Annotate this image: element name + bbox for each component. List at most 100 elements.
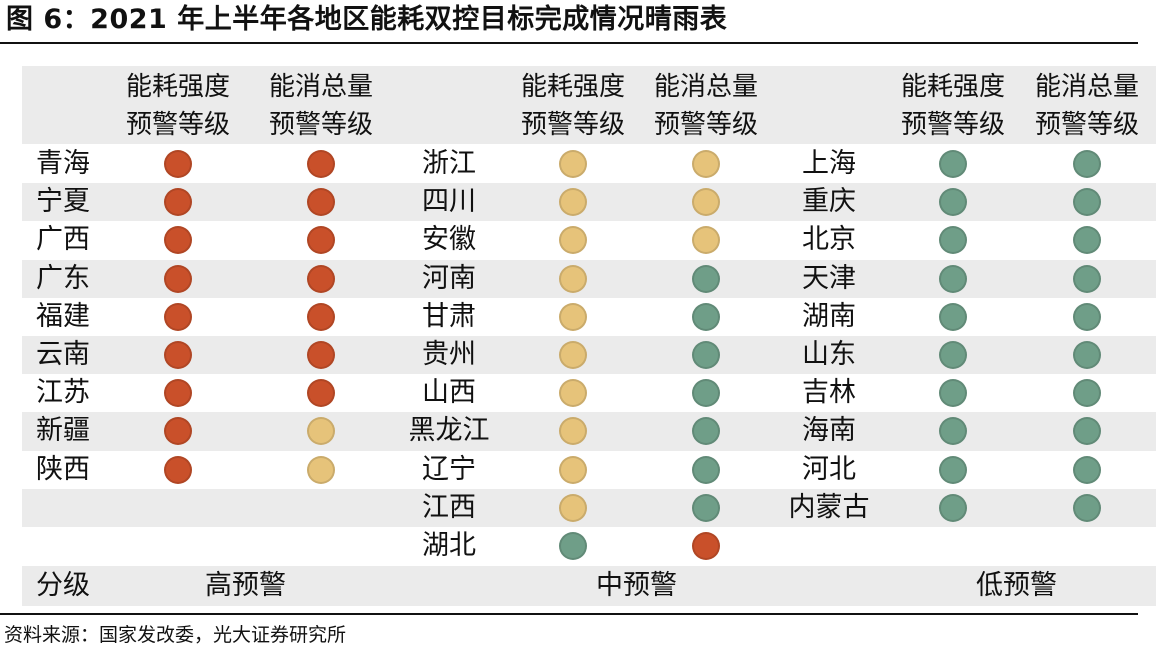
row-band	[22, 183, 1156, 222]
province-name: 安徽	[422, 224, 476, 256]
warning-dot-total	[307, 226, 335, 255]
province-name: 甘肃	[422, 300, 476, 332]
warning-dot-total	[692, 302, 720, 331]
warning-dot-intensity	[164, 264, 192, 293]
warning-dot-intensity	[164, 455, 192, 484]
warning-dot-intensity	[559, 493, 587, 522]
column-header-total: 预警等级	[653, 110, 758, 140]
warning-dot-total	[692, 455, 720, 484]
warning-dot-intensity	[559, 379, 587, 408]
warning-dot-intensity	[559, 341, 587, 369]
warning-dot-intensity	[939, 493, 967, 522]
province-name: 贵州	[422, 339, 476, 370]
column-header-total: 能消总量	[1034, 72, 1139, 102]
warning-dot-total	[307, 150, 335, 178]
column-header-total: 预警等级	[1034, 110, 1139, 140]
column-header-intensity: 预警等级	[125, 110, 230, 140]
warning-dot-intensity	[939, 302, 967, 331]
province-name: 福建	[36, 300, 90, 332]
header-band	[22, 66, 1156, 144]
province-name: 湖南	[802, 300, 856, 332]
warning-dot-intensity	[164, 150, 192, 178]
grade-label: 分级	[36, 570, 90, 601]
warning-dot-intensity	[559, 226, 587, 255]
warning-dot-total	[307, 188, 335, 217]
province-name: 江苏	[36, 377, 90, 409]
province-name: 浙江	[422, 148, 476, 179]
warning-dot-intensity	[939, 379, 967, 408]
warning-dot-total	[692, 532, 720, 560]
row-band	[22, 488, 1156, 527]
province-name: 山东	[802, 339, 856, 370]
warning-dot-intensity	[939, 455, 967, 484]
warning-dot-total	[692, 264, 720, 293]
warning-dot-total	[1073, 455, 1101, 484]
medium-warning-label: 中预警	[596, 570, 677, 601]
warning-dot-intensity	[164, 417, 192, 446]
province-name: 广西	[36, 224, 90, 256]
province-name: 黑龙江	[408, 415, 490, 447]
province-name: 湖北	[422, 530, 476, 561]
province-name: 上海	[802, 148, 856, 179]
column-header-total: 能消总量	[268, 72, 373, 102]
warning-dot-intensity	[164, 302, 192, 331]
warning-dot-intensity	[559, 417, 587, 446]
province-name: 新疆	[36, 415, 90, 447]
warning-dot-intensity	[939, 341, 967, 369]
warning-dot-intensity	[559, 150, 587, 178]
warning-dot-total	[692, 341, 720, 369]
warning-dot-intensity	[164, 379, 192, 408]
warning-dot-intensity	[939, 417, 967, 446]
high-warning-label: 高预警	[205, 570, 286, 601]
province-name: 陕西	[36, 453, 90, 485]
bottom-rule	[0, 613, 1138, 615]
top-rule	[0, 42, 1138, 44]
warning-dot-intensity	[939, 264, 967, 293]
source-note: 资料来源：国家发改委，光大证券研究所	[4, 624, 347, 646]
warning-dot-total	[307, 417, 335, 446]
province-name: 山西	[422, 377, 476, 409]
low-warning-label: 低预警	[976, 570, 1057, 601]
column-header-intensity: 能耗强度	[125, 72, 230, 102]
warning-dot-intensity	[164, 226, 192, 255]
row-band	[22, 412, 1156, 451]
province-name: 四川	[422, 186, 476, 218]
footer-band	[22, 566, 1156, 606]
warning-dot-intensity	[164, 341, 192, 369]
province-name: 重庆	[802, 186, 856, 218]
province-name: 宁夏	[36, 186, 90, 218]
warning-dot-total	[307, 379, 335, 408]
figure-title: 图 6：2021 年上半年各地区能耗双控目标完成情况晴雨表	[6, 4, 728, 35]
warning-dot-total	[692, 150, 720, 178]
warning-dot-intensity	[164, 188, 192, 217]
warning-dot-intensity	[559, 188, 587, 217]
warning-dot-total	[692, 417, 720, 446]
warning-dot-total	[1073, 188, 1101, 217]
province-name: 云南	[36, 339, 90, 370]
column-header-intensity: 能耗强度	[520, 72, 625, 102]
warning-dot-total	[1073, 379, 1101, 408]
column-header-intensity: 预警等级	[520, 110, 625, 140]
province-name: 河北	[802, 453, 856, 485]
row-band	[22, 336, 1156, 375]
warning-dot-total	[307, 341, 335, 369]
warning-dot-total	[1073, 150, 1101, 178]
warning-dot-intensity	[559, 532, 587, 560]
warning-dot-total	[1073, 341, 1101, 369]
warning-dot-total	[692, 188, 720, 217]
province-name: 北京	[802, 224, 856, 256]
warning-dot-intensity	[559, 264, 587, 293]
warning-dot-total	[1073, 302, 1101, 331]
province-name: 天津	[802, 262, 856, 294]
warning-dot-total	[692, 226, 720, 255]
province-name: 辽宁	[422, 453, 476, 485]
warning-dot-intensity	[559, 302, 587, 331]
row-band	[22, 259, 1156, 298]
warning-dot-total	[692, 493, 720, 522]
warning-dot-total	[1073, 226, 1101, 255]
warning-dot-total	[307, 302, 335, 331]
warning-dot-intensity	[559, 455, 587, 484]
warning-dot-total	[692, 379, 720, 408]
column-header-intensity: 预警等级	[900, 110, 1005, 140]
warning-dot-total	[1073, 493, 1101, 522]
